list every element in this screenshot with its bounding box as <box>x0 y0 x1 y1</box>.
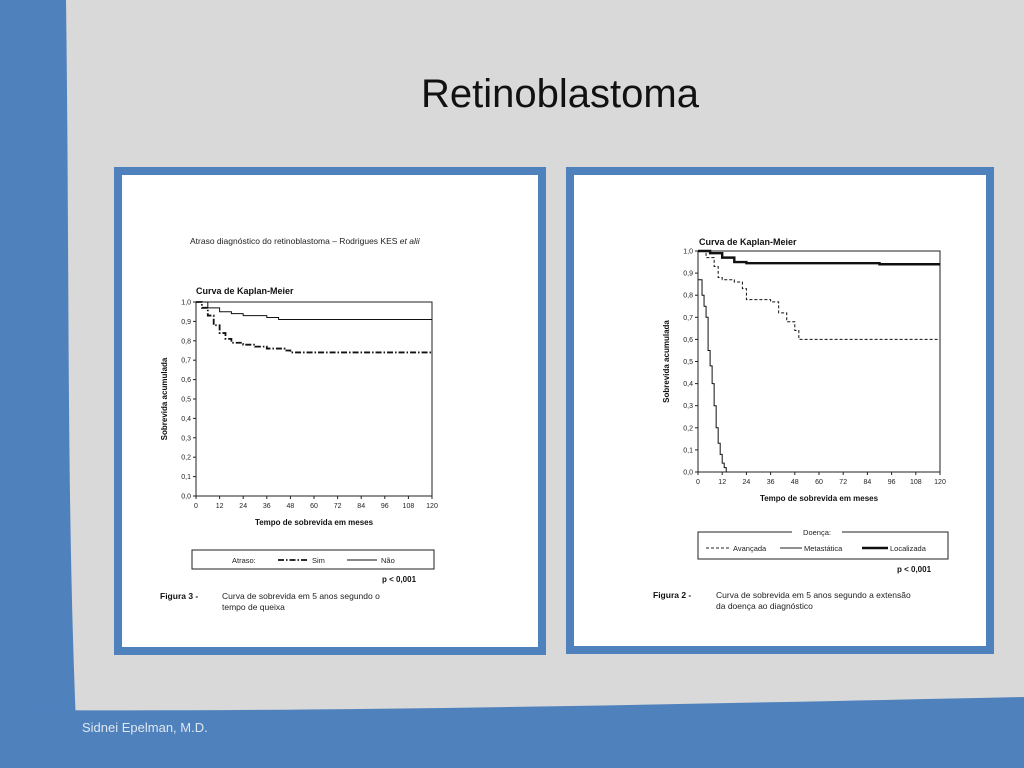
x-tick-label: 12 <box>216 503 224 510</box>
y-tick-label: 0,3 <box>683 403 693 410</box>
y-tick-label: 0,1 <box>683 447 693 454</box>
x-axis-label: Tempo de sobrevida em meses <box>255 518 374 527</box>
legend-label-localizada: Localizada <box>890 544 927 553</box>
x-tick-label: 0 <box>194 503 198 510</box>
y-tick-label: 0,4 <box>683 381 693 388</box>
y-tick-label: 0,5 <box>683 359 693 366</box>
x-tick-label: 96 <box>381 503 389 510</box>
y-tick-label: 0,0 <box>181 494 191 501</box>
x-axis-label: Tempo de sobrevida em meses <box>760 494 879 503</box>
y-tick-label: 0,0 <box>683 470 693 477</box>
y-tick-label: 0,1 <box>181 474 191 481</box>
y-axis-label: Sobrevida acumulada <box>160 357 169 440</box>
x-tick-label: 48 <box>287 503 295 510</box>
left-figure: Atraso diagnóstico do retinoblastoma – R… <box>160 236 438 612</box>
series-sim-line <box>196 301 432 354</box>
slide-footer: Sidnei Epelman, M.D. <box>82 720 208 735</box>
y-tick-label: 0,8 <box>181 338 191 345</box>
x-tick-label: 48 <box>791 479 799 486</box>
x-tick-label: 0 <box>696 479 700 486</box>
x-tick-label: 24 <box>239 503 247 510</box>
x-tick-label: 120 <box>426 503 438 510</box>
legend-label-nao: Não <box>381 556 395 565</box>
left-figure-panel: Atraso diagnóstico do retinoblastoma – R… <box>114 167 546 655</box>
y-tick-label: 0,5 <box>181 397 191 404</box>
y-tick-label: 0,9 <box>181 319 191 326</box>
y-tick-label: 0,9 <box>683 271 693 278</box>
y-tick-label: 1,0 <box>683 249 693 256</box>
bottom-blue-band <box>0 697 1024 768</box>
left-pvalue: p < 0,001 <box>382 575 417 584</box>
left-caption-line1: Curva de sobrevida em 5 anos segundo o <box>222 591 380 601</box>
left-legend-box <box>191 549 435 570</box>
right-caption-line2: da doença ao diagnóstico <box>716 601 813 611</box>
series-nao-line <box>196 301 432 320</box>
x-tick-label: 12 <box>718 479 726 486</box>
x-tick-label: 72 <box>839 479 847 486</box>
right-figure: Curva de Kaplan-Meier 0,0 0,1 0,2 0,3 0,4 0,5… <box>653 237 949 611</box>
left-figure-header: Atraso diagnóstico do retinoblastoma – R… <box>190 236 421 246</box>
right-chart-title: Curva de Kaplan-Meier <box>699 237 797 247</box>
y-tick-label: 0,3 <box>181 435 191 442</box>
x-tick-label: 36 <box>767 479 775 486</box>
y-axis-label: Sobrevida acumulada <box>662 320 671 403</box>
y-tick-label: 0,7 <box>683 315 693 322</box>
x-tick-label: 24 <box>743 479 751 486</box>
x-tick-label: 108 <box>910 479 922 486</box>
slide-title: Retinoblastoma <box>421 72 699 116</box>
y-tick-label: 1,0 <box>181 300 191 307</box>
left-caption-label: Figura 3 - <box>160 591 198 601</box>
x-tick-label: 84 <box>357 503 365 510</box>
legend-label-metastatica: Metastática <box>804 544 843 553</box>
x-tick-label: 96 <box>888 479 896 486</box>
x-tick-label: 72 <box>334 503 342 510</box>
series-localizada-line <box>698 249 940 266</box>
series-metastatica-line <box>698 279 727 472</box>
legend-label-avancada: Avançada <box>733 544 767 553</box>
legend-label-sim: Sim <box>312 556 325 565</box>
right-figure-panel: Curva de Kaplan-Meier 0,0 0,1 0,2 0,3 0,4 0,5… <box>566 167 994 654</box>
y-tick-label: 0,7 <box>181 358 191 365</box>
left-legend-label: Atraso: <box>232 556 256 565</box>
x-tick-label: 60 <box>815 479 823 486</box>
right-chart: 0,0 0,1 0,2 0,3 0,4 0,5 0,6 0,7 0,8 0,9 1,0 0 12 24 36… <box>662 249 946 504</box>
right-caption-label: Figura 2 - <box>653 590 691 600</box>
left-chart-title: Curva de Kaplan-Meier <box>196 286 294 296</box>
right-legend-label-bg <box>792 527 842 537</box>
right-caption-line1: Curva de sobrevida em 5 anos segundo a e… <box>716 590 911 600</box>
series-avancada-line <box>698 250 940 340</box>
x-tick-label: 108 <box>403 503 415 510</box>
left-chart: 0,0 0,1 0,2 0,3 0,4 0,5 0,6 0,7 0,8 0,9 1,0 0 12 24 36… <box>160 300 438 528</box>
y-tick-label: 0,8 <box>683 293 693 300</box>
y-tick-label: 0,6 <box>683 337 693 344</box>
x-tick-label: 120 <box>934 479 946 486</box>
right-pvalue: p < 0,001 <box>897 565 932 574</box>
y-tick-label: 0,2 <box>181 455 191 462</box>
y-tick-label: 0,2 <box>683 425 693 432</box>
x-tick-label: 84 <box>864 479 872 486</box>
y-tick-label: 0,4 <box>181 416 191 423</box>
left-blue-band <box>0 0 78 768</box>
y-tick-label: 0,6 <box>181 377 191 384</box>
plot-frame <box>195 301 433 497</box>
x-tick-label: 36 <box>263 503 271 510</box>
right-legend-label: Doença: <box>803 528 831 537</box>
plot-frame <box>697 250 941 473</box>
left-caption-line2: tempo de queixa <box>222 602 285 612</box>
x-tick-label: 60 <box>310 503 318 510</box>
